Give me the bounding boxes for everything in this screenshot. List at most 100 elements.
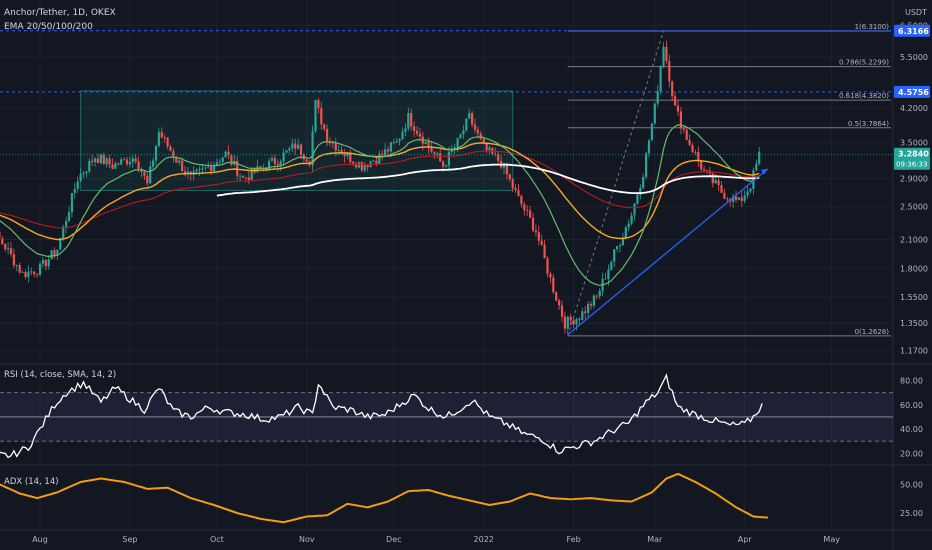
- price-tick-label: 2.1000: [900, 235, 928, 244]
- rsi-tick-label: 20.00: [900, 449, 923, 458]
- candle-body: [668, 61, 671, 82]
- candle-body: [230, 155, 233, 165]
- candle-body: [566, 316, 569, 329]
- candle-body: [444, 165, 448, 167]
- candle-body: [99, 154, 102, 164]
- candle-body: [218, 161, 221, 163]
- candle-body: [691, 144, 694, 152]
- candle-body: [621, 237, 624, 246]
- candle-body: [146, 175, 149, 184]
- candle-body: [607, 269, 610, 279]
- candle-body: [407, 113, 410, 129]
- price-tick-label: 3.5000: [900, 139, 928, 148]
- candle-body: [21, 272, 24, 273]
- adx-panel[interactable]: [0, 472, 768, 524]
- candle-body: [694, 151, 697, 153]
- candle-body: [392, 142, 395, 144]
- candle-body: [456, 138, 459, 148]
- candle-body: [578, 318, 581, 320]
- candle-body: [340, 149, 343, 155]
- candle-body: [384, 149, 387, 155]
- candle-body: [595, 295, 598, 297]
- candle-body: [59, 238, 62, 250]
- candle-body: [349, 152, 352, 162]
- candle-body: [183, 171, 187, 174]
- candle-body: [334, 142, 337, 151]
- candle-body: [41, 260, 44, 264]
- candle-body: [227, 151, 230, 156]
- current-price-label: 3.2840: [898, 150, 929, 159]
- candle-body: [328, 142, 332, 144]
- x-tick-label: Aug: [32, 535, 48, 544]
- candle-body: [656, 91, 659, 104]
- candle-body: [563, 316, 566, 329]
- candle-body: [268, 160, 271, 171]
- fib-diagonal: [567, 30, 664, 336]
- candle-body: [195, 169, 198, 172]
- candle-body: [91, 160, 94, 163]
- candle-body: [650, 123, 653, 141]
- candle-body: [320, 108, 323, 125]
- candle-body: [27, 271, 30, 278]
- candle-body: [282, 152, 285, 162]
- candle-body: [560, 305, 564, 317]
- candle-body: [575, 318, 578, 325]
- price-tick-label: 1.3500: [900, 319, 928, 328]
- candle-body: [497, 154, 500, 161]
- candle-body: [375, 160, 378, 164]
- candle-body: [523, 204, 526, 211]
- candle-body: [558, 300, 561, 306]
- candle-body: [511, 179, 514, 189]
- candle-body: [389, 142, 392, 152]
- candle-body: [436, 153, 439, 155]
- candle-body: [166, 137, 169, 147]
- candle-body: [665, 46, 668, 62]
- candle-body: [476, 129, 479, 134]
- rsi-panel[interactable]: [0, 373, 893, 459]
- consolidation-range-box: [80, 90, 514, 191]
- candle-body: [73, 188, 76, 193]
- candle-body: [56, 249, 59, 256]
- candle-body: [610, 261, 613, 270]
- candle-body: [108, 158, 111, 165]
- candle-body: [572, 320, 575, 325]
- candle-body: [381, 153, 384, 155]
- candle-body: [236, 160, 239, 176]
- price-panel[interactable]: 1(6.3100) 0.786(5.2299) 0.618(4.3820) 0.5(3…: [0, 23, 893, 337]
- price-tick-label: 2.9000: [900, 174, 928, 183]
- candle-body: [189, 171, 192, 175]
- candle-body: [70, 192, 73, 213]
- candle-body: [337, 149, 340, 151]
- candle-body: [15, 264, 18, 266]
- candle-body: [613, 249, 616, 262]
- candle-body: [186, 171, 189, 174]
- candle-body: [241, 175, 245, 178]
- price-tag-box: [894, 85, 930, 98]
- candle-body: [317, 99, 320, 109]
- candle-body: [555, 292, 558, 301]
- candle-body: [294, 143, 297, 149]
- candle-body: [526, 210, 529, 211]
- candle-body: [676, 105, 680, 112]
- candle-body: [157, 132, 160, 147]
- candle-body: [88, 160, 91, 172]
- candle-body: [485, 143, 488, 151]
- candle-body: [326, 128, 329, 143]
- ema-legend: EMA 20/50/100/200: [4, 22, 93, 32]
- candle-body: [366, 165, 369, 168]
- candle-body: [552, 277, 555, 293]
- candle-body: [430, 147, 433, 152]
- candle-body: [207, 166, 210, 168]
- candle-body: [410, 113, 413, 127]
- x-tick-label: Nov: [299, 535, 315, 544]
- candle-body: [363, 165, 366, 171]
- ema-200-line: [216, 163, 760, 197]
- candle-body: [398, 139, 401, 142]
- candle-body: [462, 130, 465, 135]
- candle-body: [9, 248, 13, 255]
- candle-body: [471, 113, 474, 125]
- candle-body: [688, 139, 691, 145]
- support-trendline: [567, 168, 769, 336]
